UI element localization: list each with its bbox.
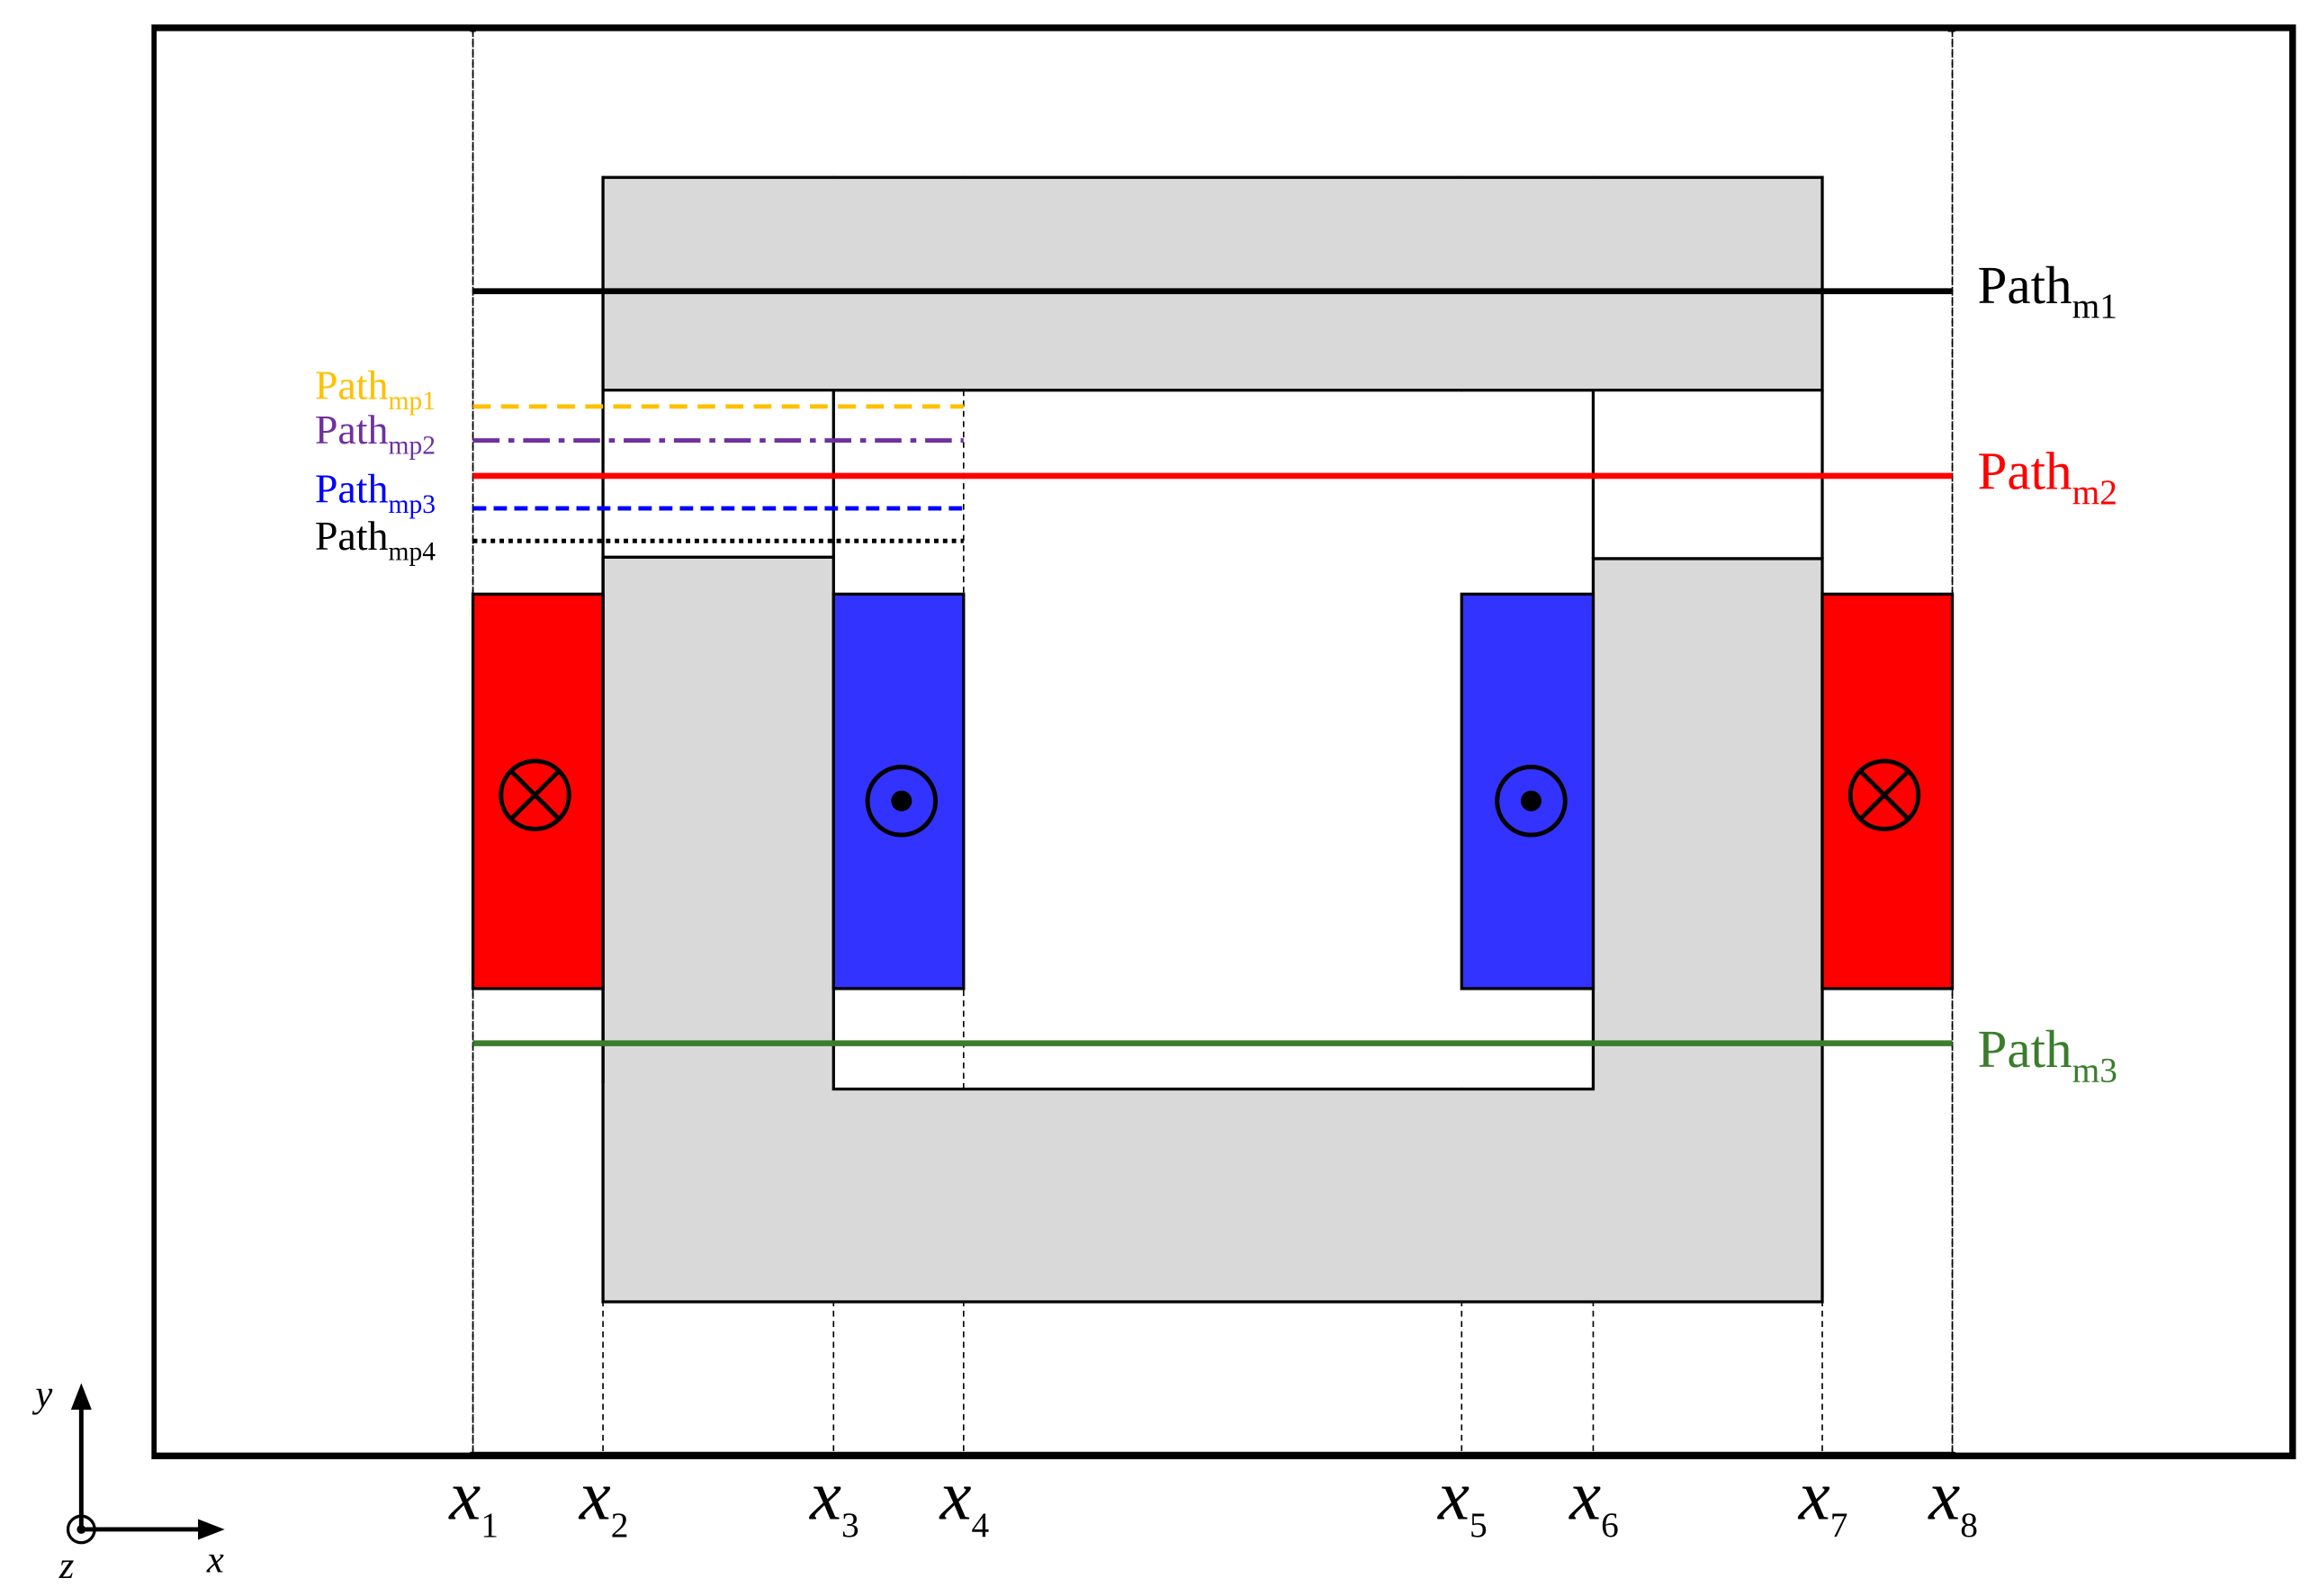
label-base: x <box>1928 1457 1960 1535</box>
axis-labels: y x z <box>31 1374 224 1588</box>
path-label: Pathmp1 <box>315 363 436 416</box>
path-label: Pathmp2 <box>315 407 436 460</box>
label-sub: mp3 <box>389 490 436 519</box>
path-label: Pathm1 <box>1977 256 2117 326</box>
x-label: x8 <box>1928 1457 1978 1545</box>
label-sub: m1 <box>2072 286 2117 326</box>
path-label: Pathmp4 <box>315 513 436 566</box>
path-label: Pathmp3 <box>315 466 436 519</box>
label-sub: 8 <box>1960 1505 1978 1545</box>
x-label: x2 <box>579 1457 629 1545</box>
x-label: x4 <box>939 1457 990 1545</box>
label-base: Path <box>315 466 389 512</box>
label-sub: 4 <box>972 1505 990 1545</box>
x-labels: x1 x2 x3 x4 x5 x6 x7 x8 <box>448 1457 1978 1545</box>
current-in <box>499 758 571 831</box>
arrow <box>198 1519 225 1540</box>
label-base: x <box>1437 1457 1470 1535</box>
label-sub: mp4 <box>389 538 436 567</box>
axis-label: x <box>206 1539 224 1582</box>
current-out <box>865 765 939 838</box>
core-top <box>601 175 1824 392</box>
label-base: Path <box>315 363 389 408</box>
dot <box>1520 790 1541 811</box>
label-base: Path <box>1977 256 2072 315</box>
axis-label: z <box>58 1545 75 1587</box>
label-sub: 3 <box>841 1505 859 1545</box>
current-symbols <box>499 758 1921 838</box>
label-base: Path <box>1977 442 2072 501</box>
label-base: x <box>448 1457 481 1535</box>
label-sub: m2 <box>2072 472 2117 512</box>
label-base: x <box>809 1457 841 1535</box>
label-base: x <box>1568 1457 1601 1535</box>
path-label: Pathm3 <box>1977 1019 2117 1089</box>
label-base: x <box>939 1457 972 1535</box>
label-base: x <box>579 1457 611 1535</box>
label-sub: 6 <box>1601 1505 1619 1545</box>
label-base: Path <box>1977 1019 2072 1079</box>
label-sub: 5 <box>1470 1505 1488 1545</box>
label-sub: m3 <box>2072 1050 2117 1089</box>
x-label: x6 <box>1568 1457 1619 1545</box>
cross <box>1858 769 1910 820</box>
label-sub: mp1 <box>389 387 436 416</box>
x-label: x5 <box>1437 1457 1488 1545</box>
axis-label: y <box>31 1374 52 1416</box>
dot <box>891 790 912 811</box>
path-label: Pathm2 <box>1977 442 2117 512</box>
label-sub: mp2 <box>389 431 436 460</box>
z-dot <box>76 1525 86 1534</box>
x-label: x3 <box>809 1457 859 1545</box>
mask <box>157 31 471 1453</box>
z-axis <box>66 1514 96 1545</box>
label-sub: 2 <box>611 1505 629 1545</box>
current-in <box>1847 758 1921 831</box>
label-sub: 7 <box>1830 1505 1848 1545</box>
current-out <box>1495 765 1568 838</box>
label-base: Path <box>315 407 389 453</box>
axes-icon <box>66 1403 204 1545</box>
mask <box>1955 31 2290 1453</box>
mask <box>475 31 1948 176</box>
cross <box>509 769 561 820</box>
label-base: x <box>1798 1457 1830 1535</box>
x-label: x1 <box>448 1457 499 1545</box>
arrow <box>70 1383 92 1410</box>
label-sub: 1 <box>481 1505 499 1545</box>
x-label: x7 <box>1798 1457 1848 1545</box>
label-base: Path <box>315 513 389 559</box>
